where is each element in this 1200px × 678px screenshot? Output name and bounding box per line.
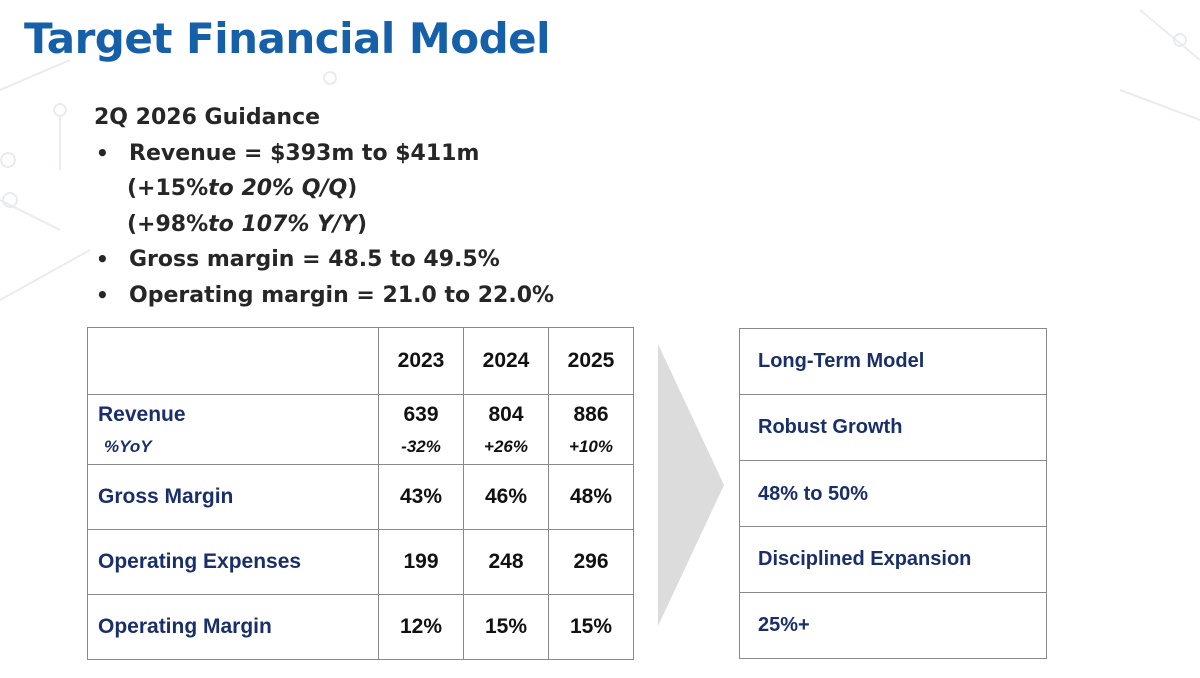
opex-label: Operating Expenses bbox=[87, 529, 379, 595]
guidance-heading: 2Q 2026 Guidance bbox=[94, 105, 321, 130]
guidance-qq-line: (+15% to 20% Q/Q) bbox=[94, 171, 554, 207]
long-term-model-panel: Long-Term Model Robust Growth 48% to 50%… bbox=[739, 328, 1047, 659]
guidance-operating-margin-text: Operating margin = 21.0 to 22.0% bbox=[129, 282, 555, 308]
yoy-2024: +26% bbox=[484, 436, 528, 456]
long-term-opex: Disciplined Expansion bbox=[740, 527, 1046, 593]
table-row-gross-margin: Gross Margin 43% 46% 48% bbox=[87, 464, 634, 530]
guidance-qq-italic: to 20% Q/Q bbox=[208, 176, 348, 201]
guidance-qq-close: ) bbox=[347, 176, 358, 201]
guidance-yy-line: (+98% to 107% Y/Y) bbox=[94, 207, 554, 243]
table-corner-cell bbox=[87, 327, 379, 395]
gross-margin-label: Gross Margin bbox=[87, 464, 379, 530]
operating-margin-label: Operating Margin bbox=[87, 594, 379, 660]
guidance-yy-close: ) bbox=[356, 211, 368, 237]
slide-title: Target Financial Model bbox=[24, 14, 551, 63]
table-header-row: 2023 2024 2025 bbox=[87, 327, 634, 395]
long-term-operating-margin: 25%+ bbox=[758, 614, 810, 636]
guidance-operating-margin-item: • Operating margin = 21.0 to 22.0% bbox=[94, 278, 554, 314]
opex-2023: 199 bbox=[378, 529, 464, 595]
guidance-revenue-item: • Revenue = $393m to $411m bbox=[94, 136, 554, 172]
guidance-qq-open: (+15% bbox=[127, 176, 209, 201]
operating-margin-2023: 12% bbox=[378, 594, 464, 660]
long-term-growth: Robust Growth bbox=[740, 395, 1046, 461]
chevron-right-arrow-icon bbox=[658, 344, 724, 626]
yoy-label: %YoY bbox=[104, 436, 152, 456]
operating-margin-2025: 15% bbox=[548, 594, 634, 660]
operating-margin-2024: 15% bbox=[463, 594, 549, 660]
yoy-2023: -32% bbox=[401, 436, 441, 456]
year-header-2025: 2025 bbox=[548, 327, 634, 395]
bullet-icon: • bbox=[96, 282, 109, 307]
revenue-2023: 639 bbox=[403, 402, 439, 426]
year-header-2023: 2023 bbox=[378, 327, 464, 395]
guidance-revenue-text: Revenue = $393m to $411m bbox=[129, 140, 480, 166]
table-row-opex: Operating Expenses 199 248 296 bbox=[87, 529, 634, 595]
long-term-model-header: Long-Term Model bbox=[740, 329, 1046, 395]
guidance-gross-margin-text: Gross margin = 48.5 to 49.5% bbox=[129, 247, 500, 272]
guidance-yy-open: (+98% bbox=[127, 211, 209, 237]
yoy-2025: +10% bbox=[569, 436, 613, 456]
revenue-2025: 886 bbox=[573, 402, 609, 426]
bullet-icon: • bbox=[96, 247, 109, 271]
guidance-yy-italic: to 107% Y/Y bbox=[208, 211, 357, 237]
table-row-operating-margin: Operating Margin 12% 15% 15% bbox=[87, 594, 634, 660]
gross-margin-2023: 43% bbox=[378, 464, 464, 530]
guidance-gross-margin-item: • Gross margin = 48.5 to 49.5% bbox=[94, 242, 554, 278]
table-row-revenue: Revenue %YoY 639 -32% 804 +26% 886 +10% bbox=[87, 394, 634, 465]
historical-financials-table: 2023 2024 2025 Revenue %YoY 639 -32% 804… bbox=[87, 327, 634, 660]
opex-2025: 296 bbox=[548, 529, 634, 595]
gross-margin-2024: 46% bbox=[463, 464, 549, 530]
revenue-label: Revenue bbox=[98, 402, 186, 426]
opex-2024: 248 bbox=[463, 529, 549, 595]
revenue-2024: 804 bbox=[488, 402, 524, 426]
bullet-icon: • bbox=[96, 140, 109, 165]
guidance-block: 2Q 2026 Guidance • Revenue = $393m to $4… bbox=[94, 100, 554, 313]
year-header-2024: 2024 bbox=[463, 327, 549, 395]
gross-margin-2025: 48% bbox=[548, 464, 634, 530]
long-term-gross-margin: 48% to 50% bbox=[740, 461, 1046, 527]
